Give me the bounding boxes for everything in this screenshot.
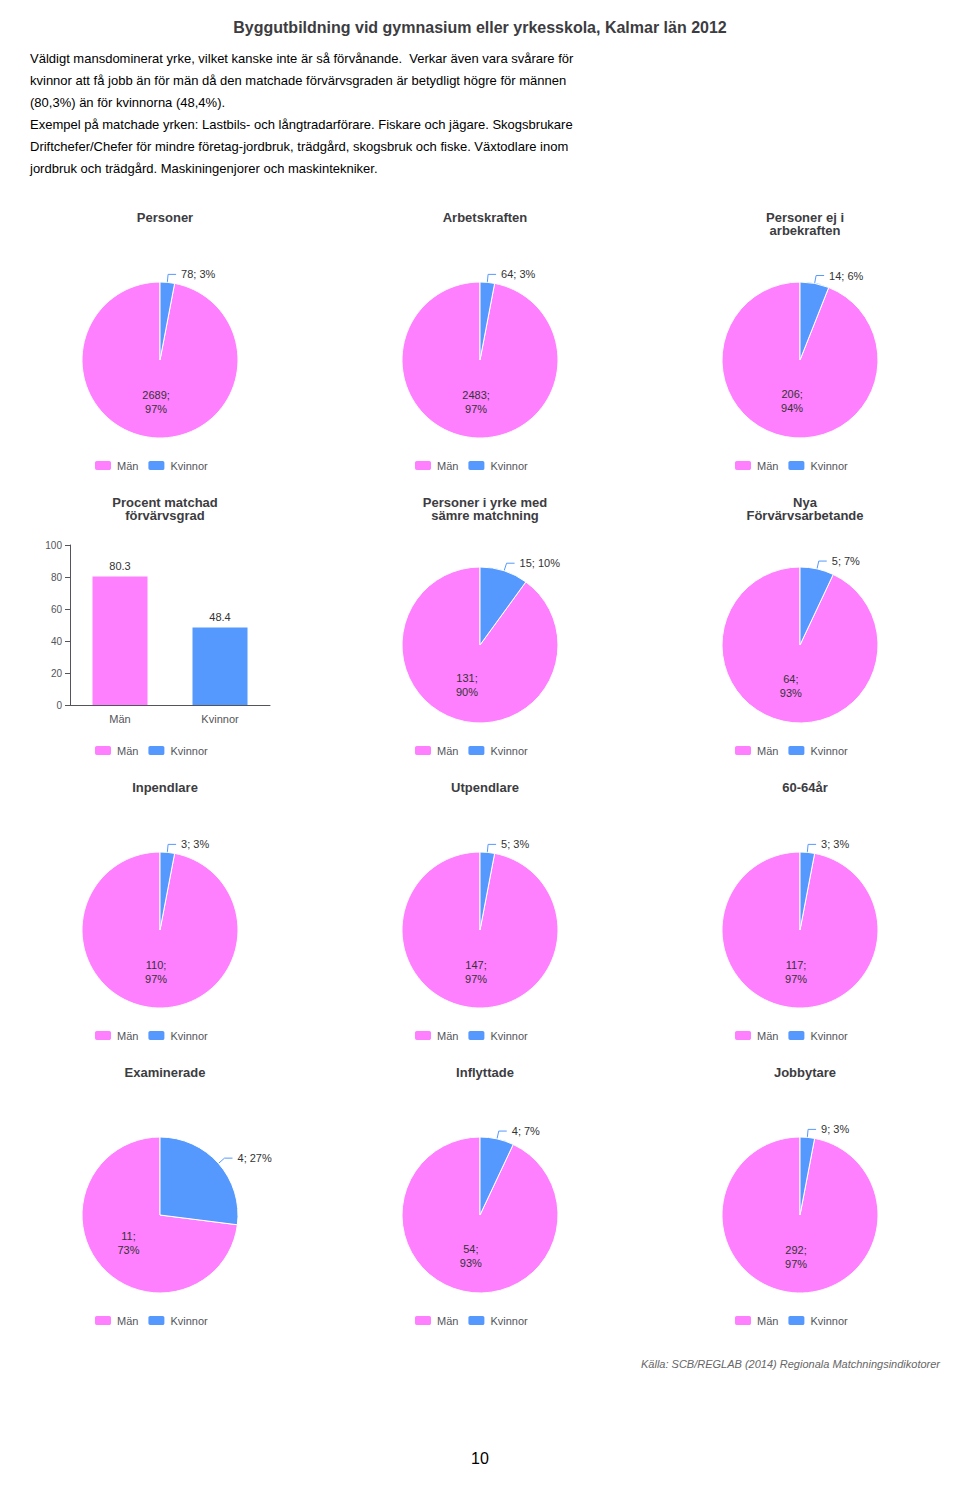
svg-text:97%: 97% (145, 973, 167, 985)
svg-text:3; 3%: 3; 3% (181, 838, 209, 850)
svg-text:Kvinnor: Kvinnor (810, 1315, 848, 1327)
svg-text:4; 7%: 4; 7% (512, 1125, 540, 1137)
svg-text:64; 3%: 64; 3% (501, 268, 535, 280)
svg-text:93%: 93% (780, 687, 802, 699)
svg-text:5; 7%: 5; 7% (832, 555, 860, 567)
svg-text:0: 0 (56, 700, 62, 711)
svg-text:Män: Män (757, 1315, 778, 1327)
svg-text:Jobbytare: Jobbytare (774, 1065, 836, 1080)
svg-text:9; 3%: 9; 3% (821, 1123, 849, 1135)
svg-text:Exempel på matchade yrken: Las: Exempel på matchade yrken: Lastbils- och… (30, 117, 573, 132)
svg-text:147;: 147; (465, 959, 486, 971)
svg-text:80: 80 (51, 572, 63, 583)
svg-text:Personer i yrke med: Personer i yrke med (422, 495, 548, 510)
svg-text:73%: 73% (117, 1244, 139, 1256)
svg-text:Män: Män (109, 713, 130, 725)
svg-text:Källa: SCB/REGLAB (2014) Regio: Källa: SCB/REGLAB (2014) Regionala Match… (641, 1358, 941, 1370)
svg-text:sämre matchning: sämre matchning (431, 508, 539, 523)
svg-text:arbekraften: arbekraften (770, 223, 841, 238)
svg-text:60-64år: 60-64år (782, 780, 828, 795)
svg-text:20: 20 (51, 668, 63, 679)
svg-text:Kvinnor: Kvinnor (490, 745, 528, 757)
svg-text:Män: Män (757, 460, 778, 472)
svg-text:Personer ej i: Personer ej i (766, 210, 844, 225)
svg-text:206;: 206; (781, 388, 802, 400)
svg-text:64;: 64; (783, 673, 798, 685)
svg-text:förvärvsgrad: förvärvsgrad (125, 508, 205, 523)
svg-text:15; 10%: 15; 10% (520, 557, 561, 569)
svg-text:Kvinnor: Kvinnor (201, 713, 239, 725)
svg-text:Kvinnor: Kvinnor (810, 460, 848, 472)
svg-text:48.4: 48.4 (209, 611, 230, 623)
svg-text:Nya: Nya (793, 495, 817, 510)
svg-text:Män: Män (757, 1030, 778, 1042)
svg-text:97%: 97% (785, 973, 807, 985)
svg-text:Kvinnor: Kvinnor (490, 1315, 528, 1327)
svg-text:Väldigt mansdominerat yrke, vi: Väldigt mansdominerat yrke, vilket kansk… (30, 51, 574, 66)
svg-text:4; 27%: 4; 27% (238, 1152, 272, 1164)
svg-text:Män: Män (117, 460, 138, 472)
svg-text:97%: 97% (785, 1258, 807, 1270)
svg-text:131;: 131; (456, 672, 477, 684)
svg-text:Kvinnor: Kvinnor (170, 1315, 208, 1327)
svg-text:110;: 110; (146, 959, 167, 971)
svg-text:93%: 93% (460, 1257, 482, 1269)
svg-text:Män: Män (117, 1315, 138, 1327)
svg-text:Män: Män (437, 745, 458, 757)
svg-text:292;: 292; (785, 1244, 806, 1256)
svg-text:Kvinnor: Kvinnor (490, 1030, 528, 1042)
svg-text:90%: 90% (456, 686, 478, 698)
svg-text:97%: 97% (465, 403, 487, 415)
svg-text:3; 3%: 3; 3% (821, 838, 849, 850)
svg-text:78; 3%: 78; 3% (181, 268, 215, 280)
svg-text:11;: 11; (121, 1230, 135, 1242)
svg-text:Kvinnor: Kvinnor (170, 1030, 208, 1042)
svg-text:Utpendlare: Utpendlare (451, 780, 519, 795)
svg-text:60: 60 (51, 604, 63, 615)
svg-text:Kvinnor: Kvinnor (810, 745, 848, 757)
svg-text:Inflyttade: Inflyttade (456, 1065, 514, 1080)
svg-text:2483;: 2483; (462, 389, 490, 401)
svg-text:Inpendlare: Inpendlare (132, 780, 198, 795)
svg-text:Kvinnor: Kvinnor (490, 460, 528, 472)
svg-text:Män: Män (437, 460, 458, 472)
svg-text:100: 100 (45, 540, 62, 551)
svg-text:2689;: 2689; (142, 389, 170, 401)
svg-text:Kvinnor: Kvinnor (810, 1030, 848, 1042)
svg-text:40: 40 (51, 636, 63, 647)
svg-text:Män: Män (437, 1030, 458, 1042)
svg-text:Kvinnor: Kvinnor (170, 460, 208, 472)
svg-text:Examinerade: Examinerade (125, 1065, 206, 1080)
svg-text:Män: Män (437, 1315, 458, 1327)
svg-text:jordbruk och trädgård. Maskini: jordbruk och trädgård. Maskiningenjorer … (29, 161, 378, 176)
svg-text:Driftchefer/Chefer för mindre: Driftchefer/Chefer för mindre företag-jo… (30, 139, 568, 154)
svg-text:94%: 94% (781, 402, 803, 414)
svg-text:Arbetskraften: Arbetskraften (443, 210, 528, 225)
svg-text:80.3: 80.3 (109, 560, 130, 572)
svg-text:54;: 54; (463, 1243, 478, 1255)
svg-text:5; 3%: 5; 3% (501, 838, 529, 850)
svg-text:Byggutbildning vid gymnasium e: Byggutbildning vid gymnasium eller yrkes… (233, 19, 727, 36)
svg-text:Förvärvsarbetande: Förvärvsarbetande (746, 508, 863, 523)
svg-text:Män: Män (117, 1030, 138, 1042)
svg-text:10: 10 (471, 1450, 489, 1467)
svg-text:Män: Män (757, 745, 778, 757)
svg-text:117;: 117; (786, 959, 807, 971)
svg-text:97%: 97% (465, 973, 487, 985)
svg-text:Kvinnor: Kvinnor (170, 745, 208, 757)
svg-text:(80,3%) än för kvinnorna (48,4: (80,3%) än för kvinnorna (48,4%). (30, 95, 225, 110)
svg-text:14; 6%: 14; 6% (829, 270, 863, 282)
svg-text:Procent matchad: Procent matchad (112, 495, 218, 510)
svg-text:kvinnor att få jobb än för män: kvinnor att få jobb än för män då den ma… (30, 73, 566, 88)
svg-text:Personer: Personer (137, 210, 193, 225)
svg-text:97%: 97% (145, 403, 167, 415)
svg-text:Män: Män (117, 745, 138, 757)
